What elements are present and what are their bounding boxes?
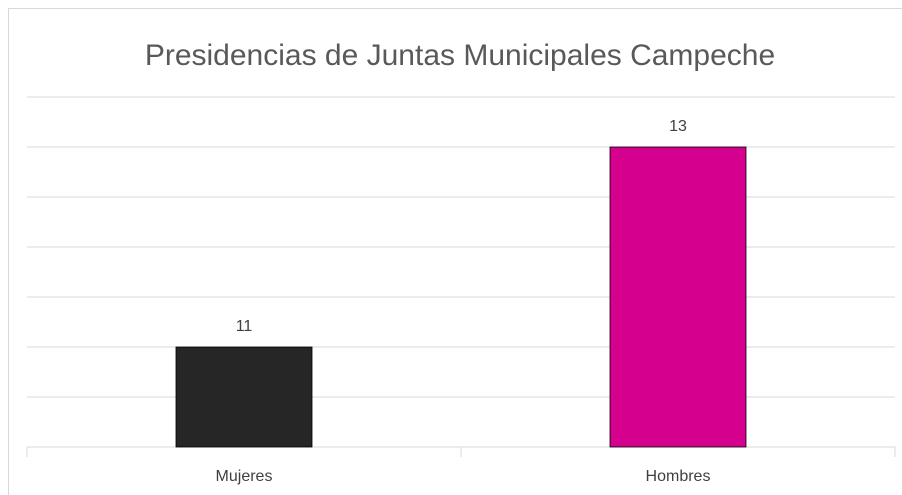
data-label: 11 [236, 318, 253, 335]
chart-title: Presidencias de Juntas Municipales Campe… [145, 39, 775, 72]
chart-border [8, 8, 902, 495]
bar [609, 146, 747, 448]
x-tick-label: Mujeres [216, 468, 273, 485]
data-label: 13 [669, 118, 687, 135]
x-tick-label: Hombres [646, 468, 711, 485]
bar [175, 346, 313, 448]
